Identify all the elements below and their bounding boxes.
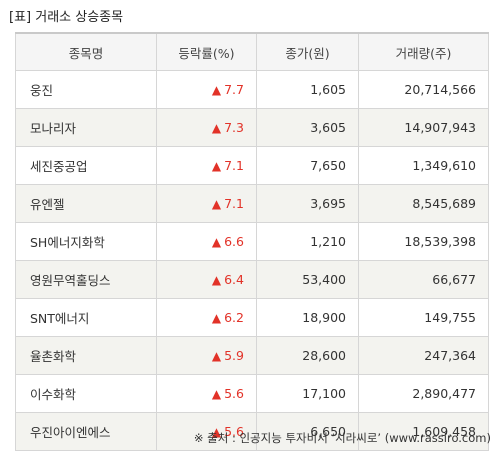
trading-volume: 14,907,943 — [358, 108, 489, 147]
table-row: 모나리자 ▲ 7.3 3,605 14,907,943 — [15, 108, 489, 147]
stock-table: 종목명 등락률(%) 종가(원) 거래량(주) 웅진 ▲ 7.7 1,605 20,71… — [15, 32, 489, 451]
change-rate: 6.4 — [224, 272, 244, 287]
up-arrow-icon: ▲ — [211, 349, 222, 363]
column-header-price: 종가(원) — [256, 32, 359, 71]
closing-price: 18,900 — [256, 298, 359, 337]
change-rate-cell: ▲ 7.1 — [156, 146, 257, 185]
up-arrow-icon: ▲ — [211, 387, 222, 401]
trading-volume: 1,609,458 — [358, 412, 489, 451]
change-rate: 7.7 — [224, 82, 244, 97]
change-rate-cell: ▲ 5.9 — [156, 336, 257, 375]
trading-volume: 149,755 — [358, 298, 489, 337]
up-arrow-icon: ▲ — [211, 235, 222, 249]
stock-name: 우진아이엔에스 — [15, 412, 157, 451]
closing-price: 28,600 — [256, 336, 359, 375]
table-row: 이수화학 ▲ 5.6 17,100 2,890,477 — [15, 374, 489, 413]
change-rate: 7.1 — [224, 158, 244, 173]
closing-price: 6,650 — [256, 412, 359, 451]
stock-name: 율촌화학 — [15, 336, 157, 375]
table-row: 세진중공업 ▲ 7.1 7,650 1,349,610 — [15, 146, 489, 185]
change-rate-cell: ▲ 6.6 — [156, 222, 257, 261]
change-rate: 7.3 — [224, 120, 244, 135]
column-header-rate: 등락률(%) — [156, 32, 257, 71]
change-rate: 6.2 — [224, 310, 244, 325]
trading-volume: 8,545,689 — [358, 184, 489, 223]
trading-volume: 2,890,477 — [358, 374, 489, 413]
change-rate-cell: ▲ 7.7 — [156, 70, 257, 109]
trading-volume: 247,364 — [358, 336, 489, 375]
stock-name: 모나리자 — [15, 108, 157, 147]
table-header-row: 종목명 등락률(%) 종가(원) 거래량(주) — [15, 32, 489, 71]
up-arrow-icon: ▲ — [211, 83, 222, 97]
closing-price: 7,650 — [256, 146, 359, 185]
stock-name: 세진중공업 — [15, 146, 157, 185]
up-arrow-icon: ▲ — [211, 425, 222, 439]
table-row: SNT에너지 ▲ 6.2 18,900 149,755 — [15, 298, 489, 337]
stock-name: 웅진 — [15, 70, 157, 109]
change-rate: 6.6 — [224, 234, 244, 249]
stock-name: 이수화학 — [15, 374, 157, 413]
stock-name: SH에너지화학 — [15, 222, 157, 261]
up-arrow-icon: ▲ — [211, 273, 222, 287]
table-row: 유엔젤 ▲ 7.1 3,695 8,545,689 — [15, 184, 489, 223]
trading-volume: 18,539,398 — [358, 222, 489, 261]
change-rate-cell: ▲ 5.6 — [156, 374, 257, 413]
closing-price: 53,400 — [256, 260, 359, 299]
closing-price: 17,100 — [256, 374, 359, 413]
closing-price: 3,605 — [256, 108, 359, 147]
trading-volume: 1,349,610 — [358, 146, 489, 185]
stock-name: 유엔젤 — [15, 184, 157, 223]
change-rate: 5.9 — [224, 348, 244, 363]
column-header-volume: 거래량(주) — [358, 32, 489, 71]
closing-price: 1,605 — [256, 70, 359, 109]
table-row: SH에너지화학 ▲ 6.6 1,210 18,539,398 — [15, 222, 489, 261]
change-rate-cell: ▲ 6.2 — [156, 298, 257, 337]
change-rate: 5.6 — [224, 386, 244, 401]
change-rate-cell: ▲ 7.3 — [156, 108, 257, 147]
up-arrow-icon: ▲ — [211, 311, 222, 325]
stock-name: 영원무역홀딩스 — [15, 260, 157, 299]
closing-price: 3,695 — [256, 184, 359, 223]
column-header-name: 종목명 — [15, 32, 157, 71]
change-rate-cell: ▲ 6.4 — [156, 260, 257, 299]
table-row: 영원무역홀딩스 ▲ 6.4 53,400 66,677 — [15, 260, 489, 299]
trading-volume: 20,714,566 — [358, 70, 489, 109]
closing-price: 1,210 — [256, 222, 359, 261]
up-arrow-icon: ▲ — [211, 197, 222, 211]
table-row: 우진아이엔에스 ▲ 5.6 6,650 1,609,458 — [15, 412, 489, 451]
change-rate: 7.1 — [224, 196, 244, 211]
source-note: ※ 출처 : 인공지능 투자비서 ‘시라씨로’ (www.rassiro.com… — [193, 431, 491, 445]
table-row: 웅진 ▲ 7.7 1,605 20,714,566 — [15, 70, 489, 109]
table-row: 율촌화학 ▲ 5.9 28,600 247,364 — [15, 336, 489, 375]
page-title: [표] 거래소 상승종목 — [9, 10, 124, 25]
up-arrow-icon: ▲ — [211, 121, 222, 135]
change-rate-cell: ▲ 7.1 — [156, 184, 257, 223]
change-rate: 5.6 — [224, 424, 244, 439]
trading-volume: 66,677 — [358, 260, 489, 299]
stock-name: SNT에너지 — [15, 298, 157, 337]
up-arrow-icon: ▲ — [211, 159, 222, 173]
table-body: 웅진 ▲ 7.7 1,605 20,714,566 모나리자 ▲ 7.3 3,605 14,907… — [15, 70, 489, 451]
